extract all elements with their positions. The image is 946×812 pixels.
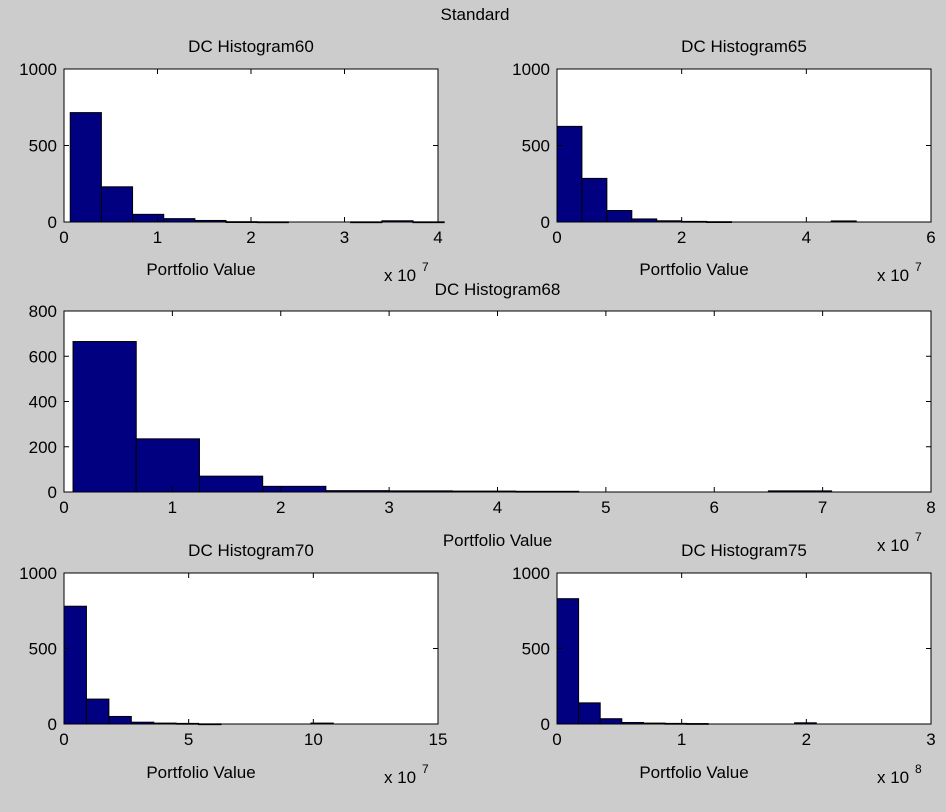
x-tick-label: 1 <box>153 228 162 247</box>
axes-background <box>64 311 931 492</box>
histogram-bar <box>72 341 137 493</box>
histogram-bar <box>63 605 87 725</box>
x-exponent-base: x 10 <box>384 266 416 285</box>
y-tick-label: 500 <box>29 137 57 156</box>
y-tick-label: 0 <box>48 483 57 502</box>
histogram-h60: 0 1 2 3 4 0 500 1000 DC Histogram60 Portfolio Val… <box>19 37 445 285</box>
x-tick-label: 2 <box>276 498 285 517</box>
x-tick-label: 4 <box>493 498 502 517</box>
y-tick-label: 200 <box>29 438 57 457</box>
histogram-bar <box>556 598 580 725</box>
figure-title: Standard <box>441 5 510 24</box>
histogram-bar <box>606 210 633 223</box>
x-tick-label: 1 <box>677 730 686 749</box>
axes-background <box>557 573 931 724</box>
subplot-title: DC Histogram60 <box>188 37 314 56</box>
x-tick-label: 2 <box>802 730 811 749</box>
histogram-bar <box>100 186 134 223</box>
y-tick-label: 0 <box>48 213 57 232</box>
histogram-h70: 0 5 10 15 0 500 1000 DC Histogram70 Portfolio Va… <box>19 541 447 787</box>
subplot-title: DC Histogram75 <box>681 541 807 560</box>
y-tick-label: 500 <box>522 137 550 156</box>
y-tick-label: 1000 <box>512 60 550 79</box>
histogram-bar <box>135 438 200 493</box>
axes-background <box>64 573 438 724</box>
x-exponent-base: x 10 <box>877 266 909 285</box>
axes-background <box>557 69 931 222</box>
histogram-bar <box>132 213 165 223</box>
x-tick-label: 5 <box>184 730 193 749</box>
x-tick-label: 0 <box>59 730 68 749</box>
y-tick-label: 500 <box>29 640 57 659</box>
x-axis-label: Portfolio Value <box>146 763 255 782</box>
x-tick-label: 0 <box>59 228 68 247</box>
x-tick-label: 4 <box>802 228 811 247</box>
histogram-h65: 0 2 4 6 0 500 1000 DC Histogram65 Portfolio Valu… <box>512 37 936 285</box>
x-tick-label: 6 <box>710 498 719 517</box>
x-axis-label: Portfolio Value <box>639 763 748 782</box>
histogram-bar <box>85 698 110 725</box>
x-tick-label: 15 <box>429 730 448 749</box>
histogram-bar <box>69 112 102 223</box>
y-tick-label: 1000 <box>19 564 57 583</box>
x-tick-label: 5 <box>601 498 610 517</box>
y-tick-label: 600 <box>29 347 57 366</box>
x-exponent: 7 <box>422 762 429 776</box>
x-exponent-base: x 10 <box>384 768 416 787</box>
x-tick-label: 10 <box>304 730 323 749</box>
y-tick-label: 0 <box>541 715 550 734</box>
x-tick-label: 3 <box>926 730 935 749</box>
x-axis-label: Portfolio Value <box>443 531 552 550</box>
histogram-bar <box>578 702 601 725</box>
x-tick-label: 0 <box>59 498 68 517</box>
y-tick-label: 500 <box>522 640 550 659</box>
x-tick-label: 4 <box>433 228 442 247</box>
x-tick-label: 3 <box>384 498 393 517</box>
histogram-h75: 0 1 2 3 0 500 1000 DC Histogram75 Portfolio Valu… <box>512 541 936 787</box>
histogram-bar <box>599 718 623 725</box>
histogram-bar <box>108 715 132 725</box>
x-tick-label: 1 <box>168 498 177 517</box>
x-exponent: 7 <box>422 260 429 274</box>
x-tick-label: 0 <box>552 730 561 749</box>
x-tick-label: 2 <box>246 228 255 247</box>
histogram-bar <box>198 475 264 493</box>
histogram-bar <box>262 485 327 493</box>
x-tick-label: 8 <box>926 498 935 517</box>
histogram-bar <box>163 218 196 223</box>
y-tick-label: 1000 <box>19 60 57 79</box>
subplot-title: DC Histogram68 <box>435 280 561 299</box>
y-tick-label: 0 <box>541 213 550 232</box>
subplot-title: DC Histogram65 <box>681 37 807 56</box>
y-tick-label: 1000 <box>512 564 550 583</box>
x-exponent-base: x 10 <box>877 768 909 787</box>
y-tick-label: 0 <box>48 715 57 734</box>
x-exponent-base: x 10 <box>877 536 909 555</box>
histogram-bar <box>556 125 583 223</box>
histogram-bar <box>581 177 608 223</box>
y-tick-label: 400 <box>29 393 57 412</box>
x-exponent: 7 <box>915 530 922 544</box>
x-tick-label: 6 <box>926 228 935 247</box>
x-tick-label: 3 <box>340 228 349 247</box>
subplot-title: DC Histogram70 <box>188 541 314 560</box>
x-tick-label: 2 <box>677 228 686 247</box>
x-axis-label: Portfolio Value <box>639 260 748 279</box>
x-tick-label: 0 <box>552 228 561 247</box>
x-axis-label: Portfolio Value <box>146 260 255 279</box>
x-exponent: 7 <box>915 260 922 274</box>
y-tick-label: 800 <box>29 302 57 321</box>
x-tick-label: 7 <box>818 498 827 517</box>
x-exponent: 8 <box>915 762 922 776</box>
